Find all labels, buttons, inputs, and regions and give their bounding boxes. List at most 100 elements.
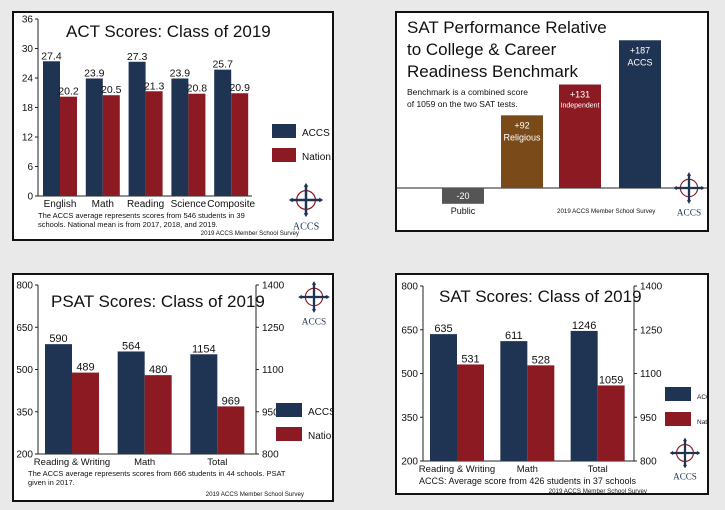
data-label: 1246 — [572, 320, 596, 332]
bar-value-label: -20 — [456, 191, 469, 201]
psat-chart: 200 350 500 650 800 800 950 1100 1250 1400 590 489 R… — [16, 281, 332, 499]
logo-arrow-left-icon — [673, 185, 677, 191]
category-label: Total — [207, 457, 227, 468]
legend-swatch-nation — [665, 412, 691, 426]
chart-note: The ACCS average represents scores from … — [28, 469, 286, 487]
legend-swatch-accs — [276, 403, 302, 417]
data-label: 969 — [222, 395, 240, 407]
logo-text: ACCS — [302, 317, 326, 327]
data-label: 27.3 — [127, 51, 148, 63]
y-right-tick-label: 1250 — [262, 323, 285, 334]
bar-accs-math — [85, 78, 103, 196]
sat-scores-panel: 200 350 500 650 800 800 950 1100 1250 1400 635 531 R… — [395, 273, 709, 495]
data-label: 564 — [122, 340, 140, 352]
chart-source: 2019 ACCS Member School Survey — [201, 230, 300, 237]
y-tick-label: 200 — [401, 457, 418, 468]
chart-note-line: Benchmark is a combined score — [407, 87, 528, 97]
y-tick-label: 200 — [16, 450, 33, 461]
chart-note: ACCS: Average score from 426 students in… — [419, 476, 636, 486]
data-label: 531 — [461, 353, 479, 365]
data-label: 20.9 — [229, 82, 250, 94]
data-label: 489 — [76, 362, 94, 374]
bar-accs-math — [500, 341, 528, 461]
sat-scores-chart: 200 350 500 650 800 800 950 1100 1250 1400 635 531 R… — [401, 282, 707, 494]
logo-arrow-bottom-icon — [303, 213, 309, 218]
bar-nation-english — [60, 96, 77, 196]
logo-arrow-left-icon — [298, 294, 302, 300]
legend-label-nation: Nation — [302, 152, 331, 163]
y-tick-label: 36 — [22, 15, 34, 26]
y-right-tick-label: 1100 — [262, 365, 284, 376]
bar-value-label: +187 — [630, 45, 650, 55]
accs-logo: ACCS — [669, 437, 701, 482]
y-tick-label: 24 — [22, 74, 34, 85]
note-line: given in 2017. — [28, 478, 75, 487]
logo-text: ACCS — [677, 208, 701, 218]
logo-text: ACCS — [293, 222, 319, 233]
bar-value-label: +92 — [514, 120, 529, 130]
chart-title: SAT Scores: Class of 2019 — [439, 287, 642, 306]
y-tick-label: 650 — [16, 323, 33, 334]
chart-source: 2019 ACCS Member School Survey — [206, 491, 305, 498]
logo-cross-horizontal-icon — [301, 295, 327, 299]
logo-arrow-right-icon — [319, 197, 324, 203]
bar-nation-math — [527, 365, 555, 461]
y-tick-label: 350 — [401, 413, 418, 424]
logo-arrow-bottom-icon — [686, 200, 692, 204]
legend-swatch-nation — [272, 148, 296, 162]
logo-arrow-top-icon — [311, 281, 317, 285]
data-label: 23.9 — [84, 67, 105, 79]
bar-nation-science — [188, 93, 206, 196]
y-tick-label: 800 — [401, 282, 418, 293]
bar-religious — [501, 115, 543, 188]
logo-arrow-right-icon — [326, 294, 330, 300]
act-chart: 0 6 12 18 24 30 36 27.4 20.2 English 23.9 20.5 Math 2… — [22, 15, 331, 238]
data-label: 635 — [434, 323, 452, 335]
bar-nation-reading-writing — [72, 372, 99, 454]
y-tick-label: 800 — [16, 281, 33, 292]
bar-nation-reading-writing — [457, 364, 484, 461]
data-label: 1059 — [599, 374, 623, 386]
y-right-tick-label: 800 — [640, 457, 657, 468]
y-right-tick-label: 950 — [640, 413, 657, 424]
logo-arrow-left-icon — [288, 197, 293, 203]
bar-public — [442, 188, 484, 204]
logo-arrow-bottom-icon — [682, 464, 688, 469]
bar-nation-total — [217, 406, 245, 454]
category-label: Reading & Writing — [34, 457, 110, 468]
logo-arrow-right-icon — [701, 185, 705, 191]
legend-label-accs: ACCS — [697, 394, 707, 401]
category-label: Math — [92, 199, 114, 210]
chart-note-line: of 1059 on the two SAT tests. — [407, 99, 518, 109]
data-label: 27.4 — [41, 50, 62, 62]
logo-arrow-top-icon — [686, 172, 692, 176]
chart-note: The ACCS average represents scores from … — [38, 211, 245, 229]
logo-arrow-bottom-icon — [311, 309, 317, 313]
bar-independent — [559, 84, 601, 188]
y-tick-label: 30 — [22, 44, 34, 55]
chart-title: PSAT Scores: Class of 2019 — [51, 292, 265, 311]
chart-source: 2019 ACCS Member School Survey — [557, 208, 656, 215]
y-tick-label: 12 — [22, 133, 34, 144]
legend-swatch-accs — [665, 387, 691, 401]
data-label: 20.2 — [58, 86, 79, 98]
accs-logo: ACCS — [673, 172, 705, 218]
category-label: Math — [134, 457, 155, 468]
y-right-tick-label: 1250 — [640, 325, 663, 336]
logo-arrow-left-icon — [669, 450, 674, 456]
chart-title-line: Readiness Benchmark — [407, 62, 579, 81]
category-label: Reading — [127, 199, 164, 210]
bar-nation-reading — [145, 91, 163, 196]
sat-benchmark-panel: SAT Performance Relative to College & Car… — [395, 11, 709, 232]
bar-accs-science — [171, 78, 189, 196]
chart-title: ACT Scores: Class of 2019 — [66, 22, 271, 41]
y-tick-label: 18 — [22, 103, 34, 114]
data-label: 23.9 — [170, 67, 191, 79]
logo-cross-horizontal-icon — [672, 451, 698, 455]
bar-nation-composite — [231, 93, 249, 196]
y-tick-label: 500 — [16, 365, 33, 376]
y-right-tick-label: 1100 — [640, 369, 662, 380]
legend-swatch-accs — [272, 124, 296, 138]
y-tick-label: 0 — [27, 192, 33, 203]
bar-nation-math — [102, 95, 120, 196]
